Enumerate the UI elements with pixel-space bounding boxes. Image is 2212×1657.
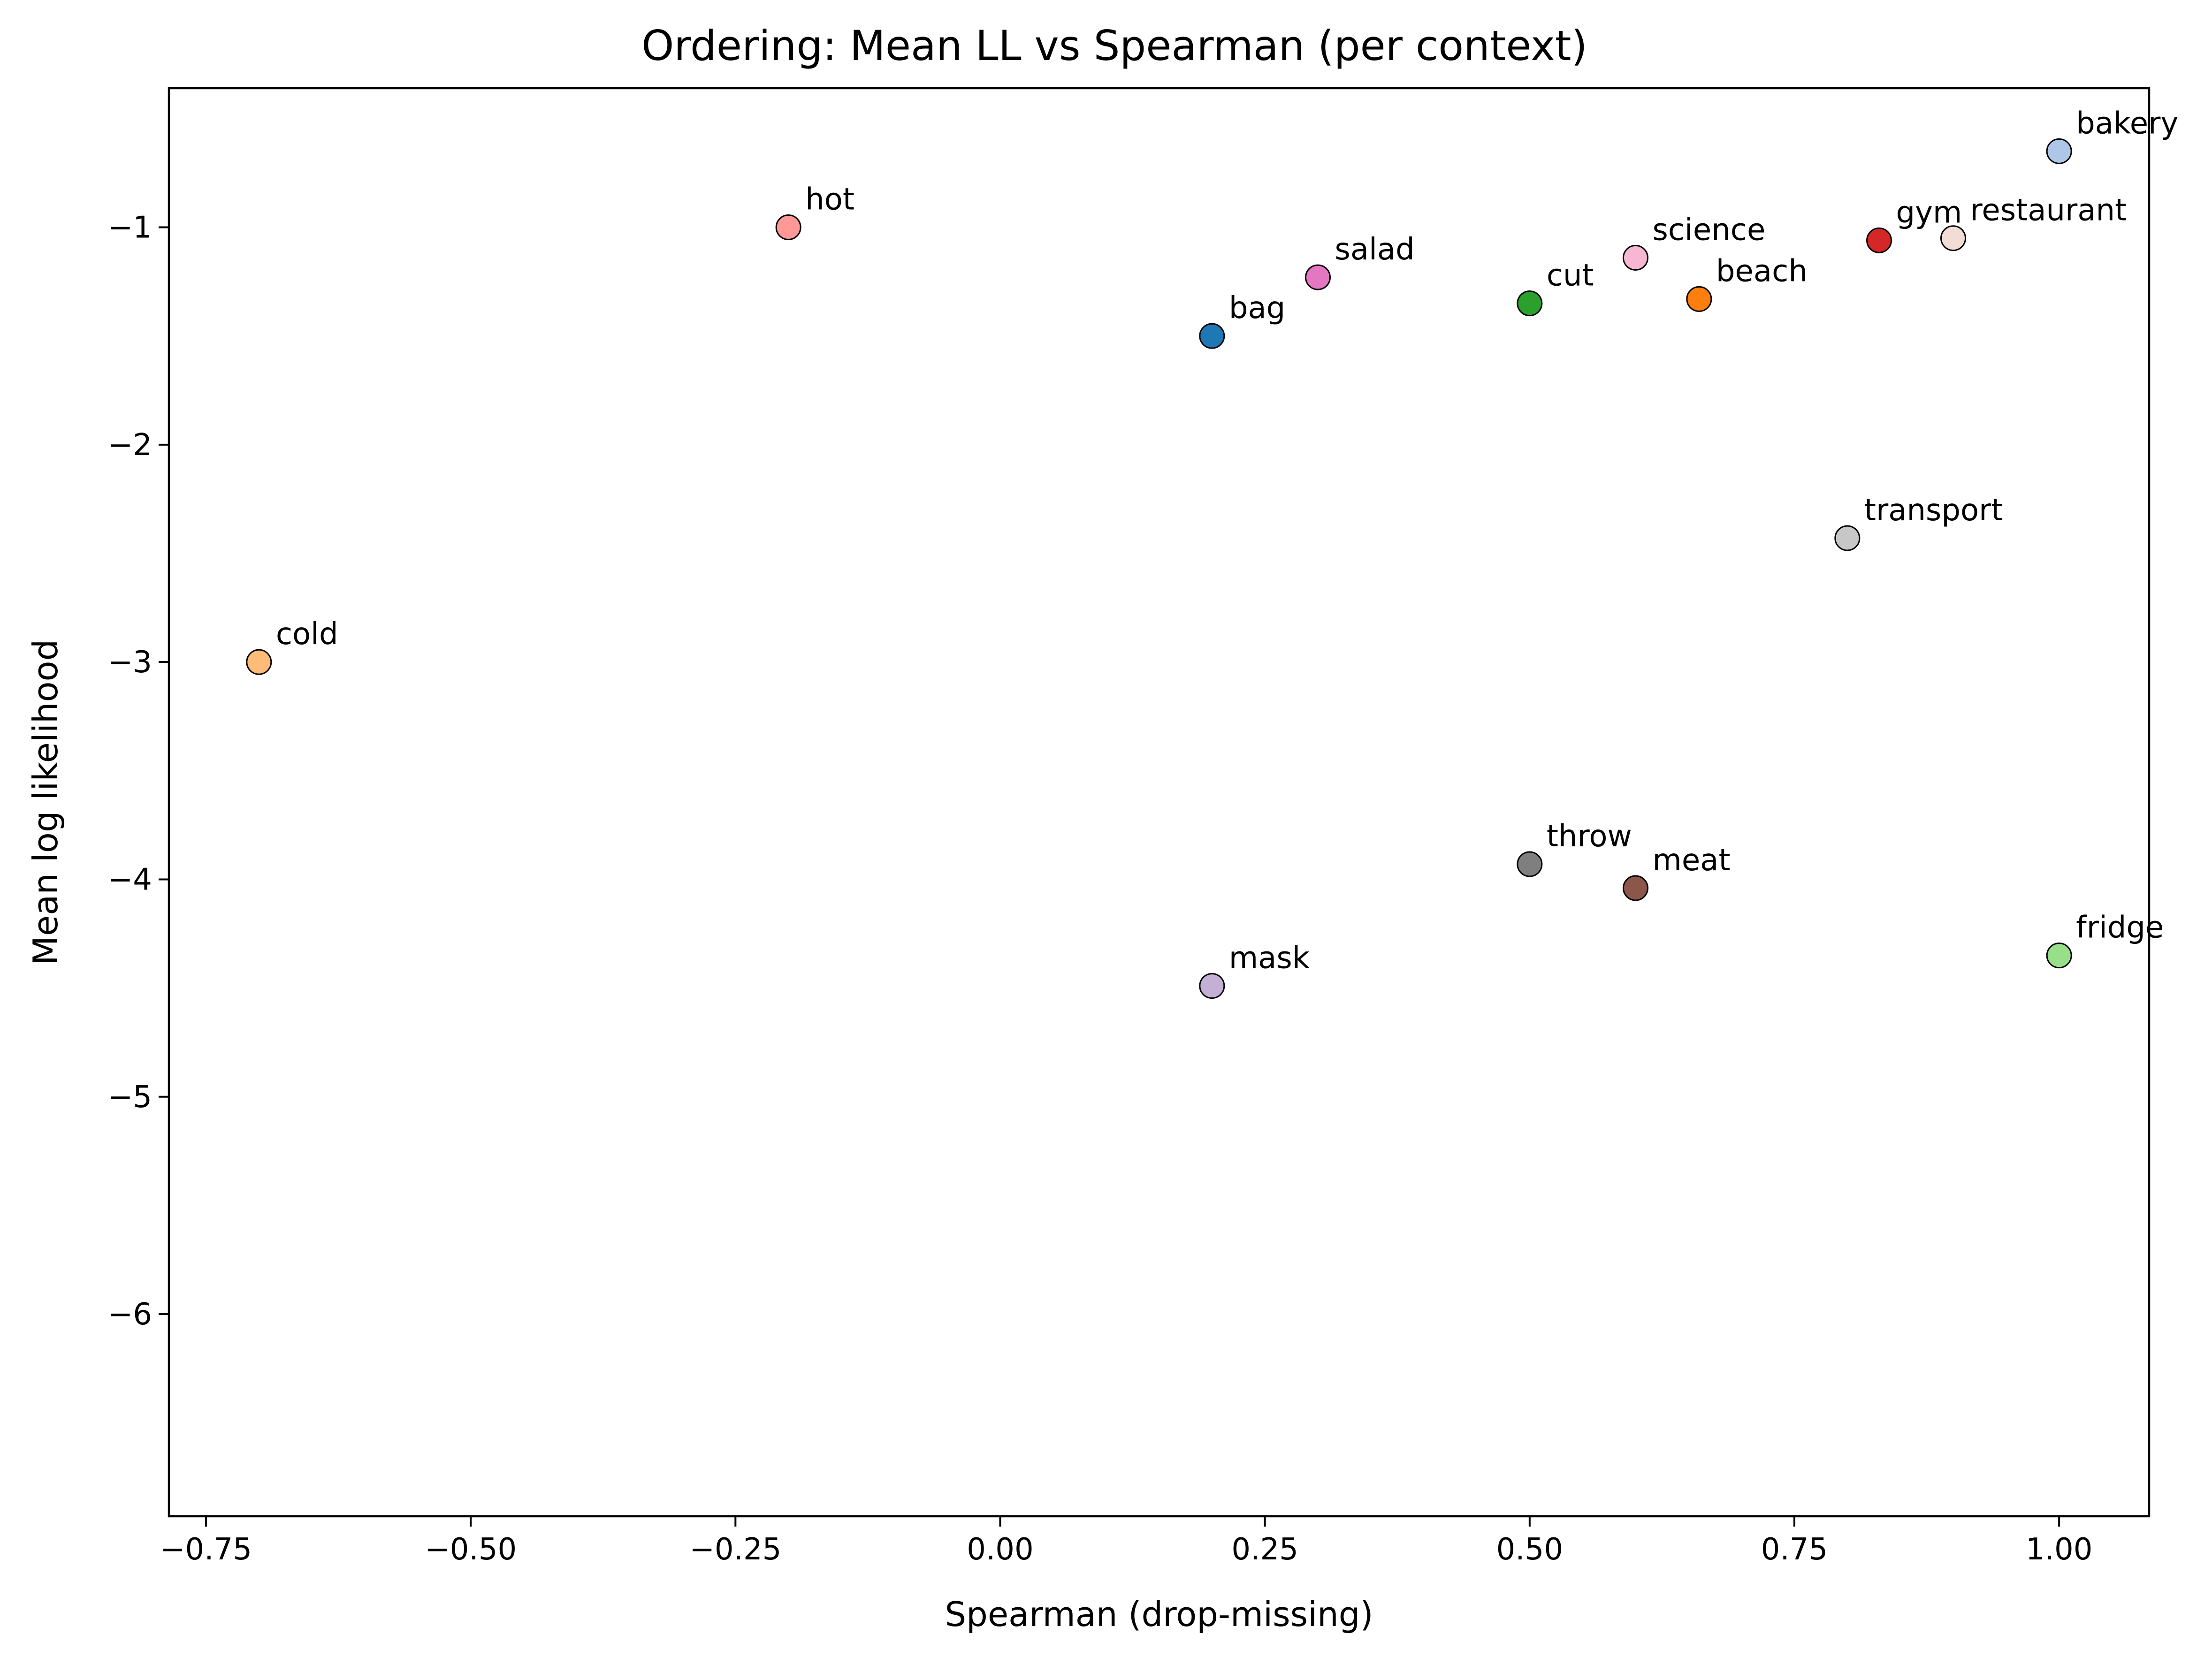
point-label-restaurant: restaurant: [1970, 193, 2127, 228]
data-point-mask: [1199, 973, 1225, 999]
point-label-bag: bag: [1229, 291, 1285, 326]
point-label-science: science: [1653, 213, 1766, 247]
y-axis-ticks: −1 −2 −3 −4 −5 −6: [108, 211, 169, 1332]
data-point-throw: [1517, 851, 1543, 877]
point-label-gym: gym: [1896, 195, 1962, 230]
data-point-hot: [775, 214, 801, 241]
y-tick-label: −1: [108, 211, 152, 245]
x-tick-label: 0.25: [1231, 1532, 1298, 1567]
x-tick-label: −0.75: [160, 1532, 252, 1567]
x-tick-label: −0.50: [425, 1532, 517, 1567]
x-tick-label: 0.75: [1761, 1532, 1828, 1567]
point-label-bakery: bakery: [2076, 106, 2178, 141]
data-point-beach: [1686, 286, 1712, 312]
y-tick-label: −2: [108, 428, 152, 463]
point-label-cold: cold: [276, 617, 338, 652]
point-label-beach: beach: [1716, 254, 1808, 289]
data-point-cut: [1517, 290, 1543, 317]
x-axis-label: Spearman (drop-missing): [945, 1595, 1373, 1634]
x-tick-label: 0.50: [1496, 1532, 1564, 1567]
data-point-fridge: [2046, 943, 2072, 969]
y-tick-label: −3: [108, 645, 152, 680]
x-tick-label: −0.25: [689, 1532, 781, 1567]
point-labels: bakery hot gym restaurant science salad cut bea…: [276, 106, 2179, 975]
point-label-fridge: fridge: [2076, 911, 2164, 945]
y-axis-label: Mean log likelihood: [26, 639, 65, 965]
y-tick-label: −4: [108, 862, 152, 897]
y-tick-label: −6: [108, 1297, 152, 1332]
x-tick-label: 0.00: [967, 1532, 1034, 1567]
data-point-cold: [246, 649, 272, 675]
data-point-bakery: [2046, 138, 2072, 164]
data-points: [246, 138, 2072, 999]
point-label-transport: transport: [1864, 493, 2003, 528]
data-point-gym: [1866, 227, 1892, 253]
point-label-throw: throw: [1547, 819, 1632, 854]
x-axis-ticks: −0.75 −0.50 −0.25 0.00 0.25 0.50 0.75 1.00: [160, 1516, 2093, 1567]
data-point-science: [1623, 244, 1649, 271]
data-point-salad: [1305, 264, 1331, 290]
point-label-mask: mask: [1229, 941, 1310, 976]
point-label-salad: salad: [1335, 232, 1415, 267]
x-tick-label: 1.00: [2026, 1532, 2093, 1567]
point-label-hot: hot: [805, 182, 854, 217]
point-label-cut: cut: [1547, 258, 1594, 293]
y-tick-label: −5: [108, 1080, 152, 1115]
point-label-meat: meat: [1653, 843, 1731, 878]
data-point-meat: [1623, 875, 1649, 901]
chart-title: Ordering: Mean LL vs Spearman (per conte…: [641, 22, 1587, 70]
axes-frame: [168, 87, 2151, 1518]
data-point-bag: [1199, 323, 1225, 349]
data-point-transport: [1834, 525, 1861, 551]
data-point-restaurant: [1940, 225, 1967, 251]
